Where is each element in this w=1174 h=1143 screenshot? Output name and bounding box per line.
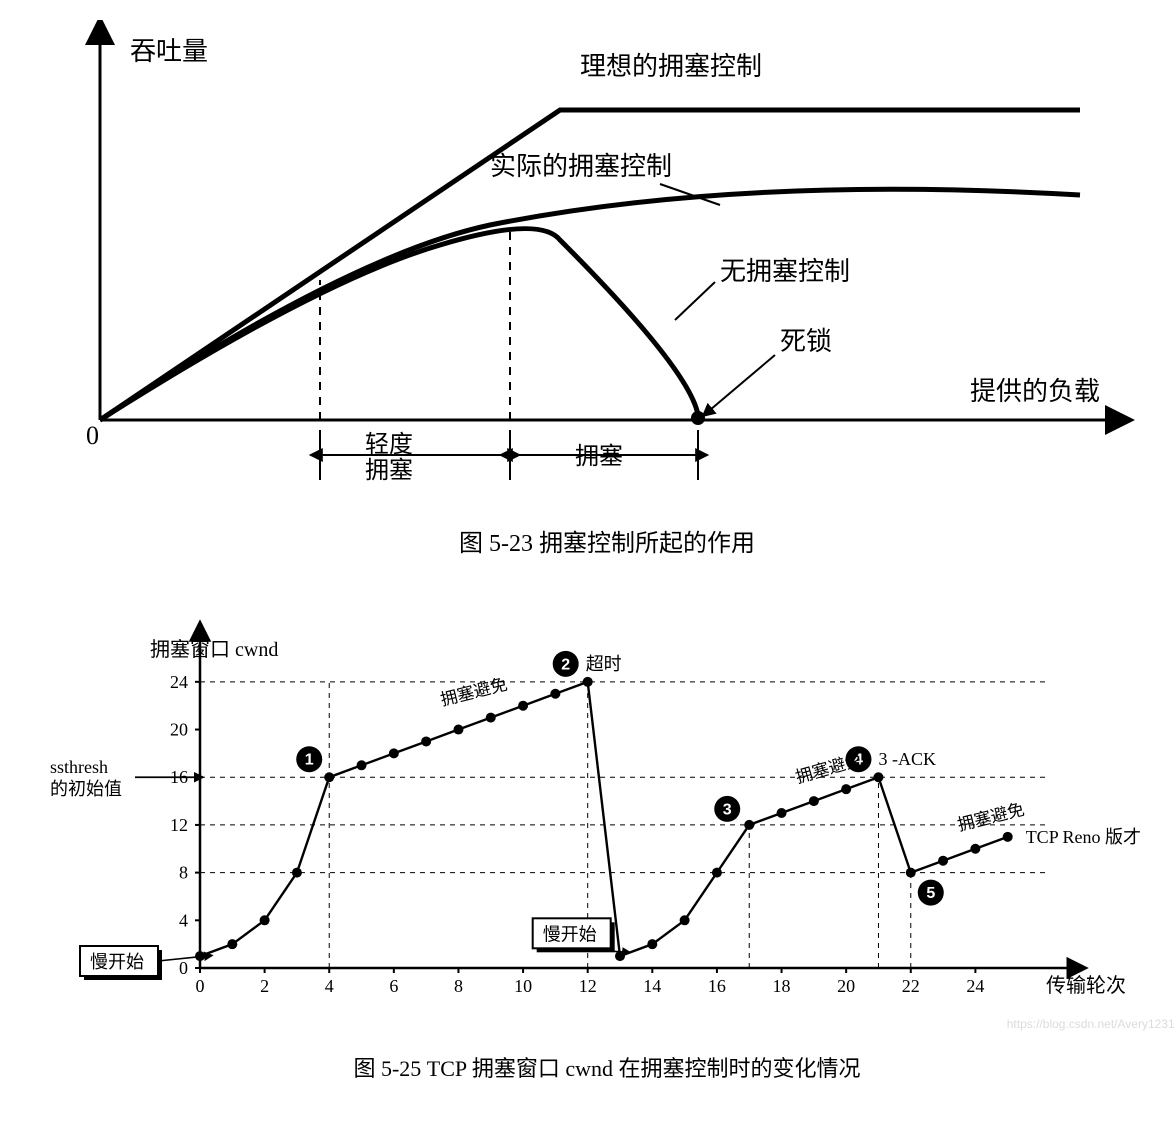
- x-tick: 24: [966, 976, 984, 996]
- label-cong-avoid: 拥塞避免: [956, 800, 1027, 835]
- label-cong-avoid: 拥塞避免: [439, 675, 510, 710]
- x-tick: 0: [196, 976, 205, 996]
- data-point: [292, 868, 302, 878]
- data-point: [744, 820, 754, 830]
- data-point: [906, 868, 916, 878]
- x-tick: 22: [902, 976, 920, 996]
- x-tick: 20: [837, 976, 855, 996]
- event-num: 1: [305, 752, 314, 769]
- data-point: [324, 772, 334, 782]
- region-light-1: 轻度: [365, 431, 413, 458]
- data-point: [809, 796, 819, 806]
- event-label-4: 3 -ACK: [878, 749, 936, 769]
- cwnd-line: [911, 837, 1008, 873]
- ssthresh-text-2: 的初始值: [50, 779, 122, 799]
- event-num: 5: [926, 885, 935, 902]
- origin-label: 0: [86, 421, 99, 450]
- label-ideal: 理想的拥塞控制: [580, 52, 762, 81]
- ssthresh-text-1: ssthresh: [50, 757, 108, 777]
- x-axis-label: 提供的负载: [970, 377, 1100, 406]
- x-tick: 18: [773, 976, 791, 996]
- data-point: [1003, 832, 1013, 842]
- x-tick: 4: [325, 976, 334, 996]
- y-tick: 4: [179, 910, 188, 930]
- y-axis-label: 拥塞窗口 cwnd: [150, 638, 278, 661]
- x-tick: 2: [260, 976, 269, 996]
- slow-start-text: 慢开始: [90, 952, 144, 972]
- region-heavy: 拥塞: [575, 443, 623, 470]
- label-cong-avoid: 拥塞避免: [794, 750, 865, 787]
- x-tick: 14: [643, 976, 661, 996]
- x-axis-label: 传输轮次: [1046, 974, 1126, 997]
- event-label-2: 超时: [586, 654, 622, 674]
- curve-none: [100, 229, 698, 420]
- y-tick: 8: [179, 863, 188, 883]
- fig1-caption: 图 5-23 拥塞控制所起的作用: [20, 523, 1174, 558]
- data-point: [357, 760, 367, 770]
- data-point: [647, 939, 657, 949]
- figure-1: 0 吞吐量 提供的负载 理想的拥塞控制 实际的拥塞控制 无拥塞控制 死锁 轻度 …: [20, 20, 1174, 505]
- x-tick: 6: [389, 976, 398, 996]
- data-point: [421, 736, 431, 746]
- y-tick: 0: [179, 958, 188, 978]
- data-point: [260, 915, 270, 925]
- data-point: [227, 939, 237, 949]
- y-axis-label: 吞吐量: [130, 37, 208, 66]
- x-tick: 8: [454, 976, 463, 996]
- data-point: [389, 748, 399, 758]
- data-point: [970, 844, 980, 854]
- data-point: [777, 808, 787, 818]
- label-none: 无拥塞控制: [720, 257, 850, 286]
- cwnd-line: [200, 682, 588, 956]
- y-tick: 20: [170, 720, 188, 740]
- label-tcp-reno: TCP Reno 版才: [1026, 827, 1141, 847]
- region-light-2: 拥塞: [365, 457, 413, 484]
- data-point: [453, 725, 463, 735]
- figure-2: 04812162024024681012141618202224拥塞窗口 cwn…: [20, 598, 1174, 1033]
- data-point: [550, 689, 560, 699]
- curve-actual: [100, 189, 1080, 420]
- x-tick: 12: [579, 976, 597, 996]
- watermark: https://blog.csdn.net/Avery123123: [1007, 1017, 1174, 1031]
- data-point: [486, 713, 496, 723]
- y-tick: 12: [170, 815, 188, 835]
- fig2-caption: 图 5-25 TCP 拥塞窗口 cwnd 在拥塞控制时的变化情况: [20, 1051, 1174, 1083]
- x-tick: 16: [708, 976, 726, 996]
- event-num: 3: [723, 801, 732, 818]
- leader-none: [675, 282, 715, 320]
- x-tick: 10: [514, 976, 532, 996]
- data-point: [680, 915, 690, 925]
- data-point: [841, 784, 851, 794]
- label-deadlock: 死锁: [780, 327, 832, 356]
- fig2-svg: 04812162024024681012141618202224拥塞窗口 cwn…: [20, 598, 1154, 1028]
- data-point: [712, 868, 722, 878]
- fig1-svg: 0 吞吐量 提供的负载 理想的拥塞控制 实际的拥塞控制 无拥塞控制 死锁 轻度 …: [20, 20, 1154, 500]
- data-point: [938, 856, 948, 866]
- y-tick: 24: [170, 672, 188, 692]
- label-actual: 实际的拥塞控制: [490, 152, 672, 181]
- slow-start-text-2: 慢开始: [543, 924, 597, 944]
- data-point: [518, 701, 528, 711]
- event-num: 2: [561, 656, 570, 673]
- leader-deadlock: [710, 355, 775, 410]
